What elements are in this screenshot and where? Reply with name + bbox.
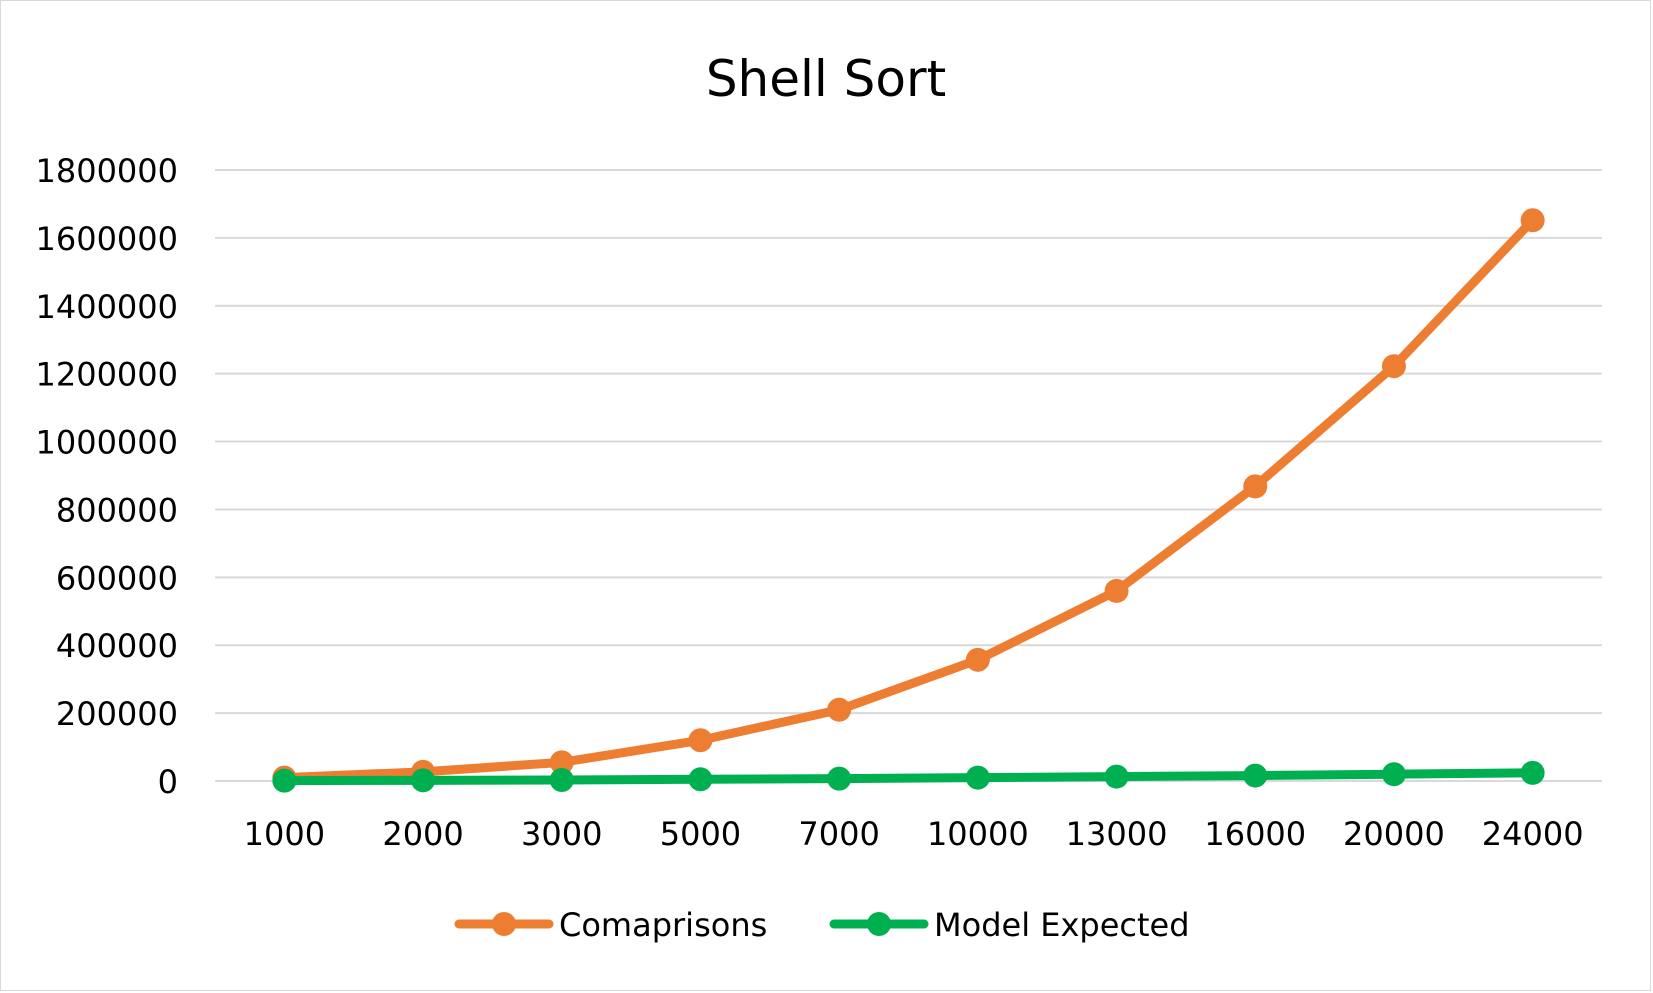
x-tick-label: 13000: [1066, 815, 1168, 853]
legend-item: Model Expected: [829, 906, 1190, 944]
data-point: [827, 697, 852, 722]
data-point: [1381, 762, 1406, 787]
legend-item: Comaprisons: [454, 906, 767, 944]
data-point: [549, 750, 574, 775]
x-tick-label: 2000: [382, 815, 463, 853]
y-axis-ticks: 0 200000 400000 600000 800000 1000000 1200000 1…: [35, 152, 178, 801]
series-line: [279, 768, 1538, 786]
x-tick-label: 3000: [521, 815, 602, 853]
data-point: [688, 767, 713, 792]
x-tick-label: 5000: [660, 815, 741, 853]
y-tick-label: 1800000: [35, 152, 178, 190]
data-point: [272, 768, 297, 793]
data-point: [965, 647, 990, 672]
y-tick-label: 1000000: [35, 424, 178, 462]
x-axis-ticks: 1000 2000 3000 5000 7000 10000 13000 16000 20000…: [244, 815, 1584, 853]
y-tick-label: 400000: [56, 627, 178, 665]
y-tick-label: 1600000: [35, 220, 178, 258]
legend-label: Model Expected: [934, 906, 1190, 944]
x-tick-label: 1000: [244, 815, 325, 853]
legend-label: Comaprisons: [559, 906, 767, 944]
y-tick-label: 1400000: [35, 288, 178, 326]
series-2: [272, 760, 1545, 793]
y-tick-label: 0: [158, 763, 178, 801]
x-tick-label: 10000: [927, 815, 1029, 853]
data-point: [1104, 764, 1129, 789]
x-tick-label: 24000: [1482, 815, 1584, 853]
data-point: [827, 766, 852, 791]
series-line: [279, 215, 1538, 783]
y-tick-label: 200000: [56, 695, 178, 733]
data-point: [1243, 474, 1268, 499]
chart-title: Shell Sort: [706, 50, 946, 108]
y-tick-label: 800000: [56, 491, 178, 529]
x-tick-label: 20000: [1343, 815, 1445, 853]
data-point: [549, 767, 574, 792]
y-tick-label: 600000: [56, 559, 178, 597]
data-point: [1381, 354, 1406, 379]
series-layer: [272, 208, 1545, 793]
data-point: [688, 728, 713, 753]
legend-swatch-marker: [867, 912, 891, 936]
series-1: [272, 208, 1545, 790]
x-tick-label: 7000: [798, 815, 879, 853]
data-point: [1104, 578, 1129, 603]
legend-swatch-marker: [492, 912, 516, 936]
data-point: [965, 765, 990, 790]
legend: Comaprisons Model Expected: [454, 906, 1190, 944]
y-tick-label: 1200000: [35, 356, 178, 394]
x-tick-label: 16000: [1204, 815, 1306, 853]
data-point: [1520, 208, 1545, 233]
data-point: [1520, 760, 1545, 785]
data-point: [411, 768, 436, 793]
data-point: [1243, 763, 1268, 788]
